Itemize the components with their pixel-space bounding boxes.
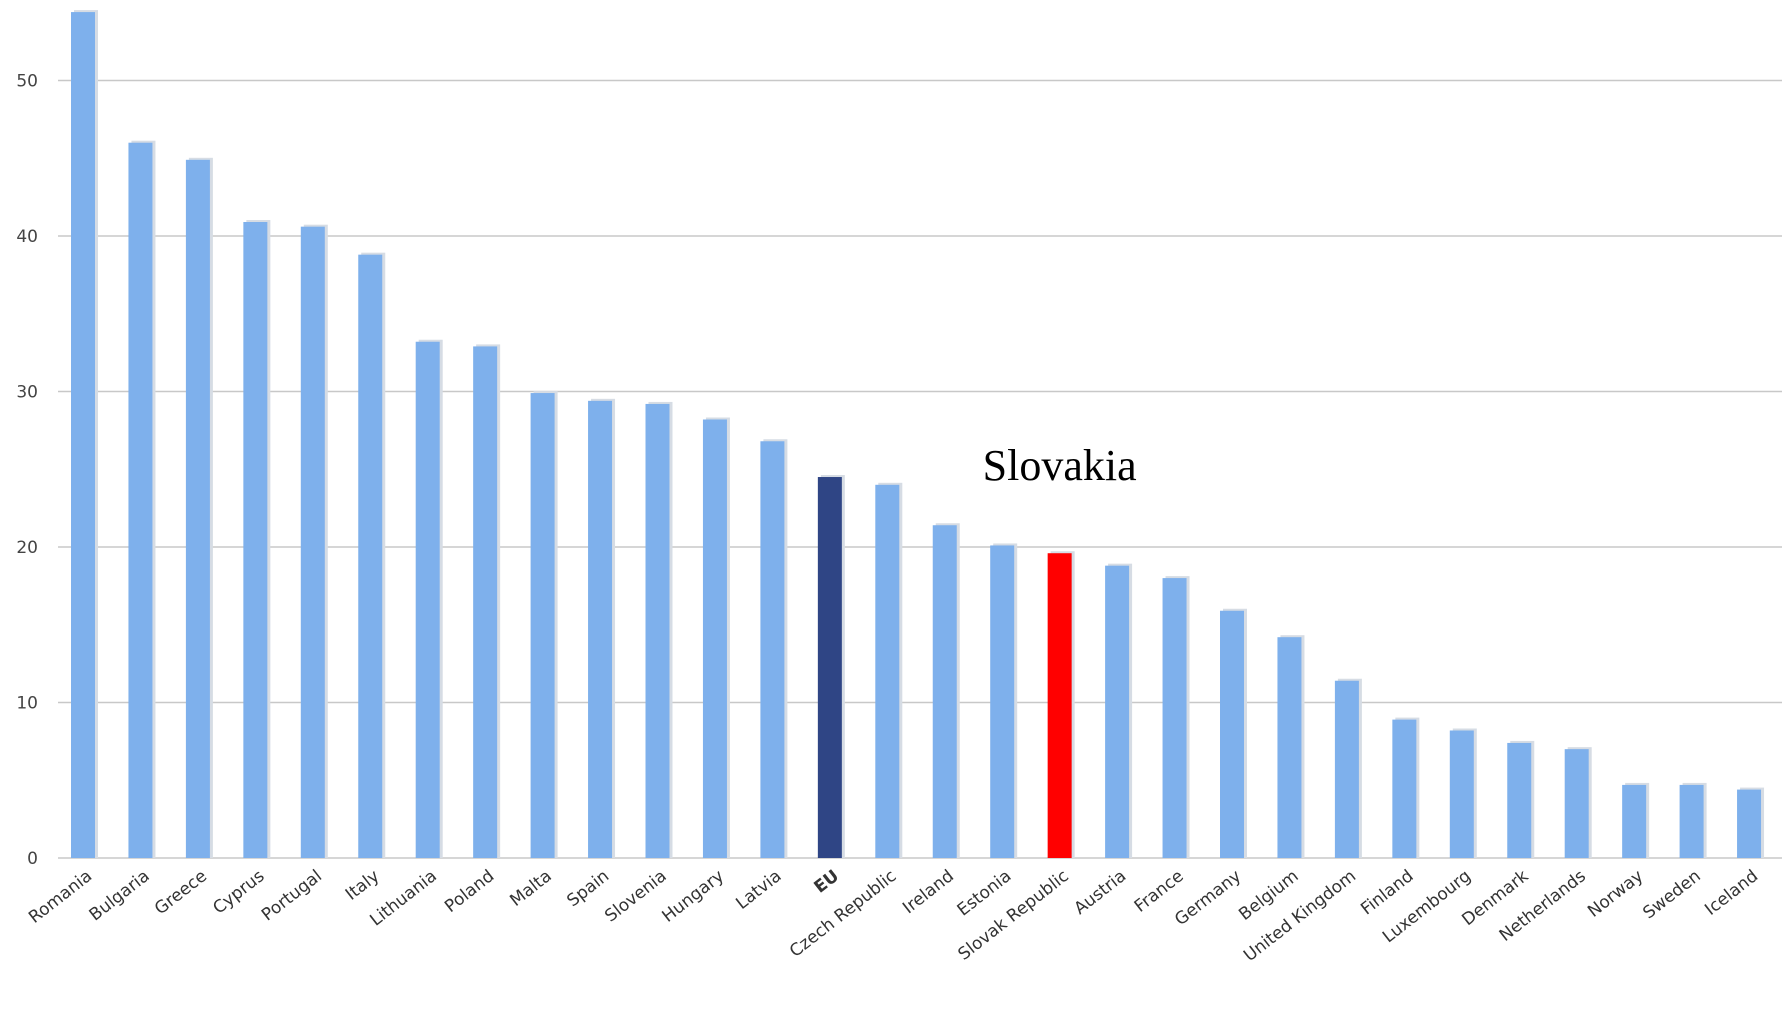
bar-fill (1449, 730, 1474, 858)
x-tick-label-spain: Spain (563, 866, 613, 911)
bar-fill (1737, 789, 1762, 858)
bar-united-kingdom (1334, 678, 1362, 858)
y-tick-label-0: 0 (27, 849, 38, 869)
bar-fill (760, 441, 785, 858)
bar-france (1162, 576, 1190, 858)
bar-fill (990, 545, 1015, 858)
bar-malta (530, 391, 558, 858)
bar-fill (415, 341, 440, 858)
bar-iceland (1737, 787, 1765, 858)
bar-fill (128, 142, 153, 858)
bar-sweden (1679, 782, 1707, 858)
bar-fill (1334, 680, 1359, 858)
y-tick-label-50: 50 (16, 72, 38, 92)
grid-lines (58, 79, 1782, 859)
bar-fill (243, 222, 268, 858)
bar-luxembourg (1449, 728, 1477, 858)
bar-hungary (702, 417, 730, 858)
bar-norway (1622, 782, 1650, 858)
bar-fill (1162, 578, 1187, 858)
bar-fill (358, 254, 383, 858)
bar-romania (71, 10, 98, 858)
x-tick-label-iceland: Iceland (1701, 866, 1762, 920)
x-tick-label-italy: Italy (342, 866, 383, 904)
x-tick-label-eu: EU (811, 866, 843, 897)
bar-greece (185, 157, 213, 858)
slovakia-annotation: Slovakia (983, 441, 1137, 490)
bars (71, 10, 1765, 859)
bar-netherlands (1564, 747, 1592, 858)
bar-fill (1564, 749, 1589, 858)
x-tick-label-sweden: Sweden (1639, 866, 1704, 923)
bar-austria (1105, 563, 1133, 858)
x-tick-label-greece: Greece (151, 866, 211, 919)
bar-estonia (990, 543, 1018, 858)
bar-slovenia (645, 401, 673, 858)
bar-fill (702, 419, 727, 858)
x-tick-label-latvia: Latvia (732, 866, 785, 914)
x-tick-label-portugal: Portugal (258, 866, 326, 925)
x-tick-label-hungary: Hungary (659, 866, 729, 926)
bar-fill (817, 477, 842, 858)
y-tick-label-20: 20 (16, 538, 38, 558)
y-tick-label-10: 10 (16, 694, 38, 714)
bar-fill (1622, 784, 1647, 858)
bar-bulgaria (128, 140, 156, 858)
bar-germany (1220, 608, 1247, 858)
y-axis-tick-labels: 0 10 20 30 40 50 (16, 72, 38, 870)
bar-fill (1507, 742, 1532, 858)
bar-fill (185, 159, 210, 858)
bar-slovak-republic (1047, 551, 1075, 858)
x-tick-label-ireland: Ireland (899, 866, 958, 918)
bar-latvia (760, 439, 788, 858)
x-tick-label-poland: Poland (441, 866, 498, 917)
bar-spain (588, 398, 616, 858)
bar-lithuania (415, 339, 443, 858)
bar-finland (1392, 717, 1420, 858)
x-tick-label-romania: Romania (25, 866, 96, 928)
bar-fill (645, 403, 670, 858)
bar-fill (1047, 553, 1072, 858)
bar-portugal (300, 224, 328, 859)
bar-fill (71, 12, 95, 858)
bar-fill (588, 400, 613, 858)
bar-eu (817, 475, 845, 858)
y-tick-label-30: 30 (16, 383, 38, 403)
x-tick-label-norway: Norway (1584, 866, 1647, 921)
bar-fill (875, 484, 900, 858)
bar-poland (473, 344, 501, 858)
bar-belgium (1277, 635, 1305, 858)
bar-denmark (1507, 740, 1535, 858)
bar-fill (1392, 719, 1417, 858)
bar-fill (1105, 565, 1130, 858)
bar-fill (1220, 610, 1244, 858)
bar-fill (300, 226, 325, 859)
y-tick-label-40: 40 (16, 227, 38, 247)
x-tick-label-austria: Austria (1071, 866, 1131, 919)
x-tick-label-slovenia: Slovenia (601, 866, 670, 926)
x-tick-label-czech-republic: Czech Republic (786, 866, 900, 961)
bar-cyprus (243, 220, 271, 858)
bar-italy (358, 252, 386, 858)
bar-fill (1679, 784, 1704, 858)
bar-ireland (932, 523, 960, 858)
x-tick-label-malta: Malta (506, 866, 555, 911)
bar-fill (1277, 637, 1302, 858)
bar-czech-republic (875, 482, 903, 858)
x-tick-label-bulgaria: Bulgaria (86, 866, 154, 925)
bar-fill (932, 525, 957, 858)
bar-fill (530, 393, 555, 858)
bar-fill (473, 346, 498, 858)
